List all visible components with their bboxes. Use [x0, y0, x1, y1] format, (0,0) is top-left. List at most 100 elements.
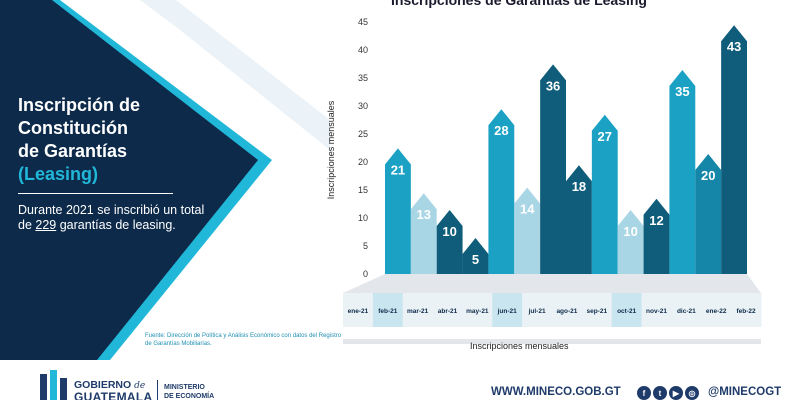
source-note: Fuente: Dirección de Política y Análisis…: [145, 333, 342, 347]
x-tick-label: feb-21: [378, 308, 398, 315]
bar-value-label: 36: [546, 78, 560, 93]
x-axis-title: Inscripciones mensuales: [470, 341, 569, 351]
summary-text: Durante 2021 se inscribió un total de 22…: [18, 203, 208, 233]
y-tick-label: 30: [358, 101, 368, 111]
x-tick-cell: [492, 293, 523, 327]
bar-value-label: 27: [598, 129, 612, 144]
y-tick-label: 35: [358, 73, 368, 83]
y-tick-label: 20: [358, 157, 368, 167]
panel-background: [0, 0, 330, 360]
bar-jun-21: [514, 187, 541, 274]
x-tick-cell: [641, 293, 672, 327]
bar-value-label: 14: [520, 202, 535, 217]
info-panel: Inscripción de Constitución de Garantías…: [0, 0, 330, 360]
bar-chart: 0 5 10 15 20 25 30 35 40 45 21 13 10 5 28 14 36 18 27 10 12…: [343, 17, 762, 344]
y-axis-ticks: 0 5 10 15 20 25 30 35 40 45: [358, 17, 368, 279]
instagram-icon[interactable]: ◎: [685, 386, 699, 400]
heading-line-1: Inscripción de: [18, 95, 141, 115]
gov-line-1: GOBIERNO de: [74, 379, 145, 391]
x-tick-cell: [343, 293, 374, 327]
x-tick-label: oct-21: [617, 308, 637, 315]
x-tick-label: ene-21: [348, 308, 369, 315]
footer: GOBIERNO de GUATEMALA MINISTERIO DE ECON…: [0, 360, 800, 400]
x-tick-label: ene-22: [706, 308, 727, 315]
bar-value-label: 12: [649, 213, 663, 228]
summary-before: Durante 2021 se inscribió un total de: [18, 203, 205, 232]
website-link[interactable]: WWW.MINECO.GOB.GT: [491, 386, 621, 398]
bar-value-label: 18: [572, 179, 586, 194]
summary-after: garantías de leasing.: [56, 218, 176, 232]
facebook-icon[interactable]: f: [637, 386, 651, 400]
x-tick-label: jul-21: [528, 308, 546, 315]
x-tick-cell: [611, 293, 643, 327]
x-tick-cell: [671, 293, 702, 327]
x-tick-cell: [552, 293, 583, 327]
y-tick-label: 45: [358, 17, 368, 27]
bar-nov-21: [643, 198, 670, 274]
gov-word: GOBIERNO: [74, 379, 132, 391]
bar-value-label: 10: [623, 224, 637, 239]
chart-floor: [343, 274, 761, 293]
footer-divider: [157, 380, 158, 400]
y-tick-label: 5: [363, 241, 368, 251]
x-tick-cell: [522, 293, 553, 327]
gov-line-2: GUATEMALA: [74, 390, 153, 400]
x-tick-cell: [432, 293, 463, 327]
x-tick-cell: [372, 293, 404, 327]
chart-title: Inscripciones de Garantías de Leasing: [391, 0, 647, 8]
bar-value-label: 10: [442, 224, 456, 239]
bar-value-label: 28: [494, 123, 508, 138]
x-tick-label: feb-22: [736, 308, 756, 315]
gov-de: de: [134, 381, 146, 391]
bar-value-label: 5: [472, 252, 479, 267]
heading-line-3: de Garantías: [18, 141, 128, 161]
bar-ago-21: [566, 165, 592, 274]
bar-value-label: 21: [391, 162, 405, 177]
y-tick-label: 40: [358, 45, 368, 55]
bar-oct-21: [617, 210, 644, 274]
twitter-icon[interactable]: t: [653, 386, 667, 400]
x-tick-cell: [581, 293, 613, 327]
summary-total: 229: [35, 218, 57, 232]
bar-may-21: [488, 109, 515, 274]
y-tick-label: 10: [358, 213, 368, 223]
bar-dic-21: [669, 70, 696, 274]
bar-sep-21: [591, 114, 618, 274]
y-tick-label: 15: [358, 185, 368, 195]
bar-mar-21: [436, 210, 463, 274]
panel-divider: [18, 193, 173, 194]
bar-feb-21: [410, 193, 437, 274]
social-handle[interactable]: @MINECOGT: [708, 386, 782, 398]
ministry-line-1: MINISTERIO: [164, 384, 205, 391]
panel-heading: Inscripción de Constitución de Garantías…: [18, 94, 258, 186]
bar-abr-21: [462, 238, 489, 274]
youtube-icon[interactable]: ▶: [669, 386, 683, 400]
x-tick-cell: [701, 293, 732, 327]
x-tick-label: abr-21: [438, 308, 458, 315]
y-tick-label: 0: [363, 269, 368, 279]
bar-ene-21: [385, 148, 411, 274]
x-tick-label: ago-21: [556, 308, 577, 315]
bar-value-label: 13: [417, 207, 431, 222]
bar-value-label: 35: [675, 84, 689, 99]
x-tick-label: dic-21: [677, 308, 696, 315]
heading-line-2: Constitución: [18, 118, 128, 138]
bar-value-label: 20: [701, 168, 715, 183]
heading-accent: (Leasing): [18, 164, 99, 184]
x-tick-label: nov-21: [646, 308, 667, 315]
ministry-line-2: DE ECONOMÍA: [164, 393, 215, 400]
x-tick-label: may-21: [466, 308, 489, 315]
government-logo-icon: [40, 370, 67, 400]
x-tick-cell: [731, 293, 762, 327]
x-axis-ticks: ene-21 feb-21 mar-21 abr-21 may-21 jun-21 jul-…: [343, 293, 762, 327]
social-icons: f t ▶ ◎: [637, 386, 699, 400]
bar-value-label: 43: [727, 39, 741, 54]
x-tick-label: sep-21: [586, 308, 607, 315]
x-tick-label: jun-21: [497, 308, 518, 315]
chart-base: [343, 274, 761, 344]
chart-floor-shadow: [343, 339, 761, 344]
y-axis-label: Inscripciones mensuales: [326, 100, 336, 200]
x-tick-cell: [402, 293, 434, 327]
chart-bars: 21 13 10 5 28 14 36 18 27 10 12 35 20 43: [385, 25, 747, 275]
bar-feb-22: [721, 25, 747, 275]
